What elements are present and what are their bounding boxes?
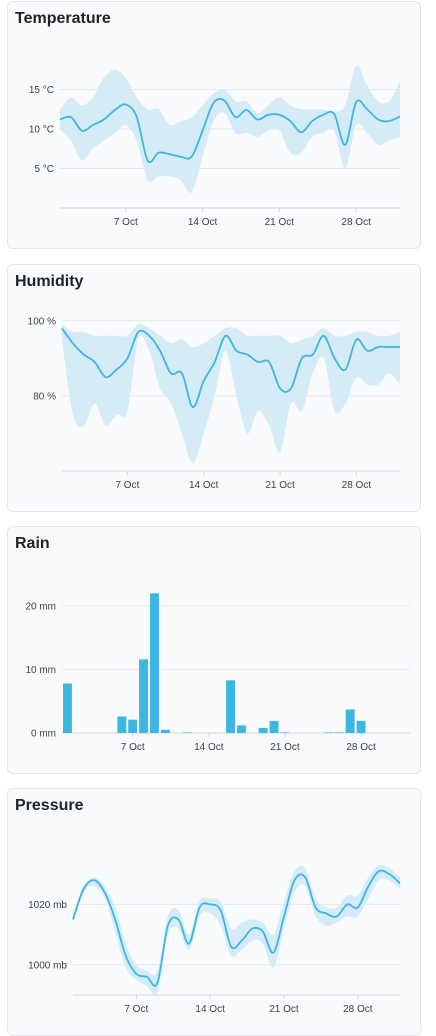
humidity-title: Humidity — [15, 273, 84, 290]
rain-card: Rain 0 mm 10 mm 20 mm 7 Oct 14 Oct 21 Oct 28 O… — [7, 526, 421, 774]
y-tick-label: 20 mm — [25, 602, 56, 613]
x-tick-label: 7 Oct — [124, 1004, 148, 1015]
mean-line — [72, 869, 401, 987]
y-tick-label: 1020 mb — [28, 900, 67, 911]
x-tick-label: 7 Oct — [114, 217, 138, 228]
rain-bar — [324, 732, 333, 733]
x-tick-label: 7 Oct — [121, 742, 145, 753]
rain-bar — [117, 716, 127, 733]
rain-bar — [182, 732, 192, 733]
rain-chart: 0 mm 10 mm 20 mm 7 Oct 14 Oct 21 Oct 28 Oct — [25, 593, 410, 753]
x-tick-label: 28 Oct — [341, 217, 371, 228]
temperature-chart: 5 °C 10 °C 15 °C 7 Oct 14 Oct 21 Oct 28 Oct — [29, 65, 401, 228]
rain-bar — [237, 725, 246, 733]
range-band — [62, 324, 400, 464]
y-tick-label: 10 mm — [25, 665, 56, 676]
range-band — [73, 864, 400, 995]
temperature-title: Temperature — [15, 10, 111, 27]
y-tick-label: 100 % — [28, 316, 56, 327]
x-tick-label: 28 Oct — [346, 742, 376, 753]
rain-title: Rain — [15, 535, 50, 552]
rain-bar — [280, 732, 290, 733]
rain-bar — [334, 732, 344, 733]
x-tick-label: 28 Oct — [342, 480, 372, 491]
humidity-card: Humidity 80 % 100 % 7 Oct 14 Oct 21 Oct 28 Oc… — [7, 264, 421, 512]
pressure-chart: 1000 mb 1020 mb 7 Oct 14 Oct 21 Oct 28 Oct — [28, 864, 401, 1015]
rain-bar — [128, 719, 138, 733]
pressure-card: Pressure 1000 mb 1020 mb 7 Oct 14 Oct 21 Oct… — [7, 788, 421, 1036]
rain-bar — [139, 659, 148, 733]
y-tick-label: 1000 mb — [28, 960, 67, 971]
rain-bar — [150, 593, 159, 733]
x-tick-label: 14 Oct — [194, 742, 224, 753]
y-tick-label: 80 % — [33, 391, 56, 402]
x-tick-label: 14 Oct — [189, 480, 219, 491]
x-tick-label: 21 Oct — [265, 480, 295, 491]
x-tick-label: 28 Oct — [343, 1004, 373, 1015]
y-tick-label: 0 mm — [31, 729, 56, 740]
y-tick-label: 15 °C — [29, 85, 54, 96]
x-tick-label: 14 Oct — [195, 1004, 225, 1015]
rain-bar — [345, 709, 355, 733]
x-tick-label: 14 Oct — [188, 217, 218, 228]
x-tick-label: 7 Oct — [115, 480, 139, 491]
temperature-card: Temperature 5 °C 10 °C 15 °C 7 Oct 14 Oct 21 … — [7, 1, 421, 249]
y-tick-label: 10 °C — [29, 125, 54, 136]
range-band — [60, 65, 400, 193]
humidity-chart: 80 % 100 % 7 Oct 14 Oct 21 Oct 28 Oct — [28, 316, 400, 491]
rain-bar — [226, 680, 235, 733]
rain-bar — [258, 727, 268, 733]
mean-line — [59, 98, 401, 163]
rain-bar — [356, 720, 366, 733]
rain-bar — [160, 729, 170, 733]
pressure-title: Pressure — [15, 797, 84, 814]
rain-bar — [63, 683, 72, 733]
x-tick-label: 21 Oct — [270, 742, 300, 753]
y-tick-label: 5 °C — [34, 164, 54, 175]
x-tick-label: 21 Oct — [269, 1004, 299, 1015]
mean-line — [61, 327, 400, 409]
rain-bar — [269, 720, 279, 733]
x-tick-label: 21 Oct — [265, 217, 295, 228]
